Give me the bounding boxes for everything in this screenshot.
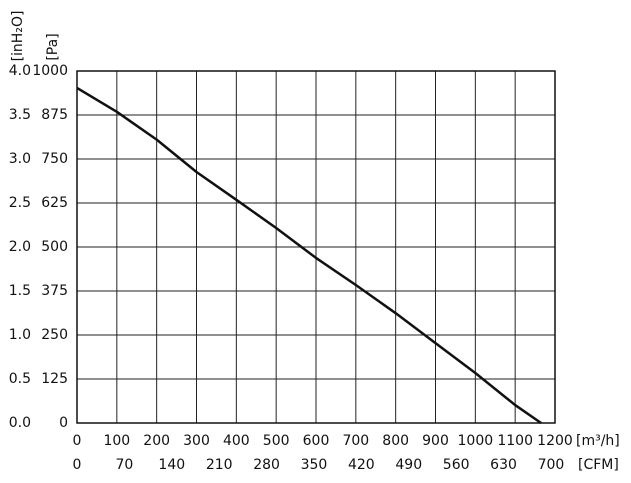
y2-tick-label: 0.5: [9, 371, 31, 387]
y-tick-label: 375: [41, 283, 68, 299]
y-tick-label: 625: [41, 195, 68, 211]
y-tick-label: 0: [59, 415, 68, 431]
y-axis-label: [Pa]: [45, 33, 61, 60]
x-tick-label: 600: [303, 433, 330, 449]
x-tick-label: 0: [73, 433, 82, 449]
x-tick-label: 200: [143, 433, 170, 449]
x-tick-label: 800: [382, 433, 409, 449]
x-tick-label: 500: [263, 433, 290, 449]
x2-tick-label: 280: [253, 457, 280, 473]
x-tick-label: 300: [183, 433, 210, 449]
y2-tick-label: 1.5: [9, 283, 31, 299]
x2-tick-label: 140: [158, 457, 185, 473]
x2-tick-label: 70: [115, 457, 133, 473]
x2-tick-label: 350: [301, 457, 328, 473]
x-axis-label: [m³/h]: [576, 433, 620, 449]
x-tick-label: 700: [342, 433, 369, 449]
x2-tick-label: 560: [443, 457, 470, 473]
y2-tick-label: 4.0: [9, 63, 31, 79]
y2-tick-label: 2.5: [9, 195, 31, 211]
x-tick-label: 1200: [537, 433, 573, 449]
curve: [76, 86, 542, 425]
y2-tick-label: 2.0: [9, 239, 31, 255]
x2-tick-label: 630: [490, 457, 517, 473]
y2-axis-label: [inH₂O]: [10, 11, 26, 62]
y-tick-label: 1000: [32, 63, 68, 79]
y-tick-label: 500: [41, 239, 68, 255]
plot-frame: [76, 70, 556, 424]
y2-tick-label: 3.0: [9, 151, 31, 167]
y-tick-label: 750: [41, 151, 68, 167]
x-tick-label: 100: [103, 433, 130, 449]
x2-tick-label: 0: [73, 457, 82, 473]
y-tick-label: 250: [41, 327, 68, 343]
x2-axis-label: [CFM]: [578, 457, 619, 473]
x-tick-label: 1000: [458, 433, 494, 449]
x-tick-label: 400: [223, 433, 250, 449]
y2-tick-label: 0.0: [9, 415, 31, 431]
x2-tick-label: 490: [395, 457, 422, 473]
x-tick-label: 900: [422, 433, 449, 449]
x2-tick-label: 700: [538, 457, 565, 473]
x-tick-label: 1100: [497, 433, 533, 449]
y2-tick-label: 1.0: [9, 327, 31, 343]
x2-tick-label: 420: [348, 457, 375, 473]
y-tick-label: 125: [41, 371, 68, 387]
y-tick-label: 875: [41, 107, 68, 123]
y2-tick-label: 3.5: [9, 107, 31, 123]
x2-tick-label: 210: [206, 457, 233, 473]
